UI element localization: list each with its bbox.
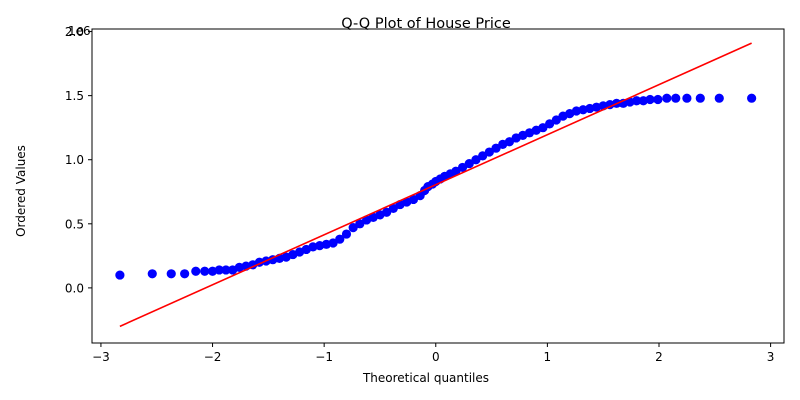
data-point [408,194,419,205]
x-tick-label: −3 [92,350,110,364]
data-point [335,234,345,244]
data-point [714,93,724,103]
data-point [632,96,642,106]
x-tick-label: 1 [544,350,552,364]
x-tick-label: 0 [432,350,440,364]
data-point [491,143,501,153]
data-point [682,93,692,103]
data-point [457,162,468,173]
data-point [504,137,515,147]
chart-title: Q-Q Plot of House Price [341,16,511,32]
data-point [214,265,224,275]
data-point [147,269,157,279]
y-axis-label: Ordered Values [14,145,28,237]
y-tick-label: 1.0 [65,153,84,167]
data-point [341,229,352,239]
data-point [471,155,481,165]
data-point [538,123,548,133]
data-point [695,93,705,103]
axes: −3 −2 −1 0 1 2 3 0.0 0.5 1.0 1.5 2.0 [65,25,785,364]
data-point [382,207,392,217]
data-point [545,119,555,129]
data-point [355,219,365,229]
data-point [551,115,561,125]
x-tick-label: 3 [767,350,775,364]
data-point [484,147,494,157]
y-tick-label: 2.0 [65,25,84,39]
plot-area [115,42,757,328]
data-point [653,94,663,105]
data-point [478,151,488,161]
data-point [200,266,210,276]
x-axis-label: Theoretical quantiles [362,371,489,385]
data-point [191,266,201,276]
x-tick-label: −1 [315,350,333,364]
data-point [328,238,338,248]
axes-frame [91,28,785,344]
y-tick-label: 0.0 [65,281,84,295]
y-tick-label: 0.5 [65,217,84,231]
data-point [166,269,176,279]
x-tick-label: −2 [204,350,222,364]
data-point [388,203,398,214]
data-point [645,94,655,105]
y-tick-label: 1.5 [65,89,84,103]
data-point [348,223,358,233]
data-point [180,269,190,279]
x-tick-label: 2 [655,350,663,364]
data-point [221,265,231,275]
data-point [451,166,461,176]
data-point [464,158,474,169]
data-point [747,93,757,103]
data-point [662,93,672,103]
y-axis-offset-text: 1e6 [68,24,91,38]
reference-line [119,42,752,328]
data-point [115,270,125,280]
data-point [671,93,681,103]
